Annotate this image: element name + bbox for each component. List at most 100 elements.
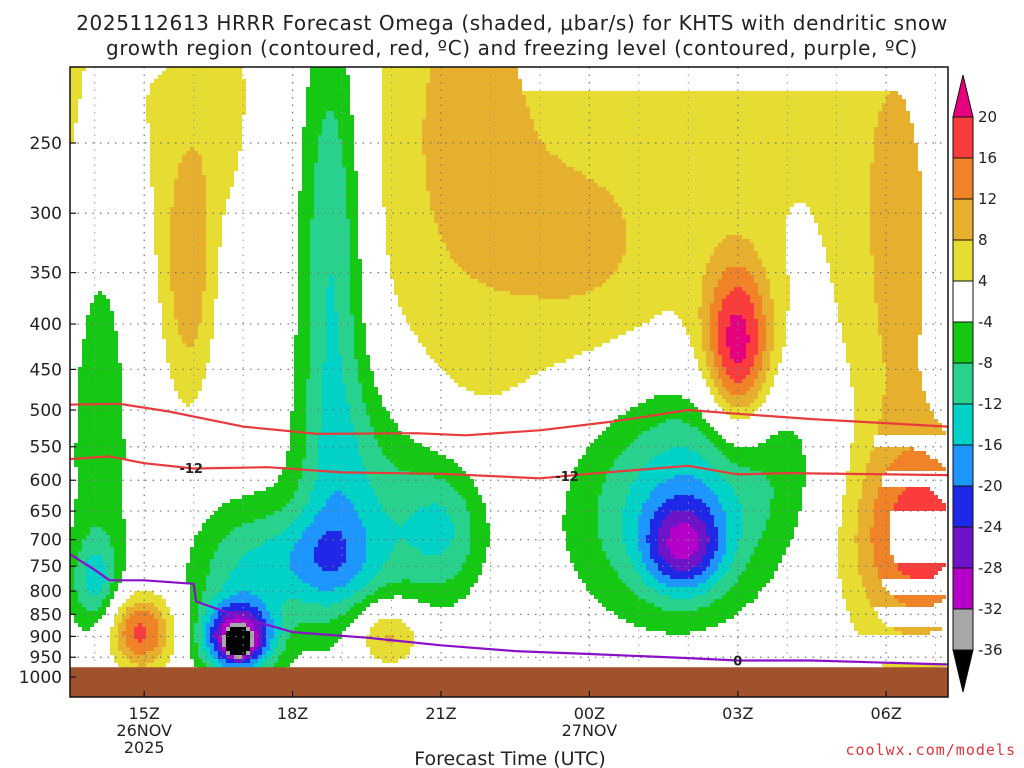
omega-cell <box>326 343 338 347</box>
omega-cell <box>718 447 802 451</box>
credit-link[interactable]: coolwx.com/models <box>845 741 1016 759</box>
omega-cell <box>406 539 450 543</box>
omega-cell <box>438 231 626 235</box>
omega-cell <box>774 319 786 323</box>
omega-cell <box>134 635 146 639</box>
omega-cell <box>210 615 218 619</box>
omega-cell <box>138 663 146 667</box>
omega-cell <box>310 283 330 287</box>
colorbar-swatch <box>952 280 974 323</box>
omega-cell <box>658 563 670 567</box>
omega-cell <box>750 555 782 559</box>
omega-cell <box>770 283 790 287</box>
omega-cell <box>126 599 166 603</box>
omega-cell <box>886 363 918 367</box>
omega-cell <box>834 291 874 295</box>
omega-cell <box>322 367 342 371</box>
omega-cell <box>70 583 74 587</box>
omega-cell <box>842 583 862 587</box>
omega-cell <box>274 483 298 487</box>
omega-cell <box>606 279 702 283</box>
omega-cell <box>350 415 370 419</box>
omega-cell <box>650 531 658 535</box>
omega-cell <box>750 335 758 339</box>
omega-cell <box>754 279 770 283</box>
omega-cell <box>86 559 102 563</box>
omega-cell <box>134 631 146 635</box>
omega-cell <box>198 607 206 611</box>
omega-cell <box>718 311 754 315</box>
omega-cell <box>314 175 346 179</box>
omega-cell <box>574 167 870 171</box>
omega-cell <box>878 115 910 119</box>
omega-cell <box>194 663 206 667</box>
omega-cell <box>290 555 314 559</box>
omega-cell <box>310 331 326 335</box>
omega-cell <box>310 75 350 79</box>
omega-cell <box>378 587 470 591</box>
omega-cell <box>214 655 218 659</box>
omega-cell <box>310 251 350 255</box>
omega-cell <box>626 619 726 623</box>
omega-cell <box>70 559 78 563</box>
omega-cell <box>738 579 770 583</box>
omega-cell <box>466 503 486 507</box>
omega-cell <box>870 535 890 539</box>
omega-cell <box>442 367 546 371</box>
omega-cell <box>830 279 874 283</box>
omega-cell <box>870 603 906 607</box>
omega-cell <box>174 203 206 207</box>
omega-cell <box>842 519 858 523</box>
omega-cell <box>434 219 626 223</box>
omega-cell <box>314 167 346 171</box>
omega-cell <box>114 559 126 563</box>
omega-cell <box>714 359 722 363</box>
omega-cell <box>310 71 346 75</box>
omega-cell <box>326 291 334 295</box>
omega-cell <box>390 515 410 519</box>
omega-cell <box>698 359 706 363</box>
omega-cell <box>874 263 922 267</box>
omega-cell <box>746 327 758 331</box>
omega-cell <box>310 271 350 275</box>
omega-cell <box>654 575 670 579</box>
omega-cell <box>158 655 170 659</box>
omega-cell <box>118 611 126 615</box>
omega-cell <box>870 207 922 211</box>
omega-cell <box>762 299 774 303</box>
omega-cell <box>186 151 198 155</box>
omega-cell <box>194 627 202 631</box>
omega-cell <box>326 359 342 363</box>
x-axis-label: Forecast Time (UTC) <box>414 748 605 768</box>
x-tick-label: 27NOV <box>562 721 618 740</box>
omega-cell <box>114 655 126 659</box>
omega-cell <box>882 355 918 359</box>
omega-cell <box>702 279 718 283</box>
omega-cell <box>422 151 550 155</box>
omega-cell <box>838 547 858 551</box>
omega-cell <box>410 323 642 327</box>
omega-cell <box>874 147 918 151</box>
omega-cell <box>598 599 646 603</box>
omega-cell <box>198 327 214 331</box>
omega-cell <box>910 447 914 451</box>
omega-cell <box>254 643 258 647</box>
omega-cell <box>766 523 798 527</box>
omega-cell <box>382 135 422 139</box>
omega-cell <box>658 543 666 547</box>
omega-cell <box>70 111 78 115</box>
omega-cell <box>242 495 294 499</box>
omega-cell <box>78 415 122 419</box>
omega-cell <box>726 523 742 527</box>
omega-cell <box>850 463 866 467</box>
omega-cell <box>290 443 306 447</box>
omega-cell <box>746 331 758 335</box>
omega-cell <box>354 603 370 607</box>
omega-cell <box>710 539 718 543</box>
omega-cell <box>710 371 718 375</box>
omega-cell <box>454 379 526 383</box>
omega-cell <box>190 623 194 627</box>
omega-cell <box>762 351 770 355</box>
omega-cell <box>646 627 706 631</box>
omega-cell <box>306 403 322 407</box>
